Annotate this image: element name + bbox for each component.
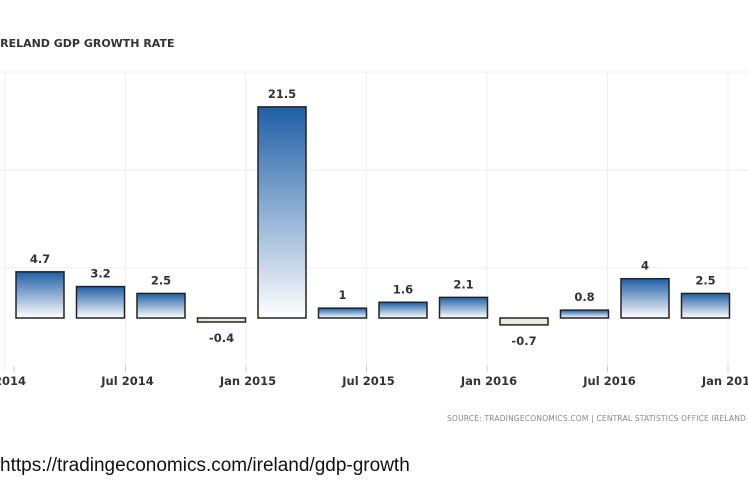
value-labels: 4.7 3.2 2.5 -0.4 21.5 1 1.6 2.1 -0.7 0.8 4 2.5 bbox=[30, 87, 716, 348]
bar bbox=[378, 301, 428, 319]
value-label: 1.6 bbox=[393, 282, 413, 296]
bar bbox=[15, 271, 65, 319]
value-label: 0.8 bbox=[574, 290, 594, 304]
x-tick-label: Jul 2015 bbox=[341, 374, 394, 388]
bar bbox=[317, 307, 368, 319]
gridlines bbox=[0, 71, 748, 372]
bar bbox=[136, 292, 186, 319]
bar bbox=[438, 296, 489, 319]
bar bbox=[257, 106, 307, 319]
bar bbox=[620, 277, 670, 319]
gdp-growth-chart: IRELAND GDP GROWTH RATE 4.7 3.2 2.5 -0.4 21.… bbox=[0, 37, 748, 423]
bar bbox=[499, 317, 549, 326]
bar bbox=[559, 309, 610, 319]
source-note: SOURCE: TRADINGECONOMICS.COM | CENTRAL S… bbox=[447, 414, 746, 423]
value-label: 4 bbox=[641, 259, 649, 273]
source-url[interactable]: https://tradingeconomics.com/ireland/gdp… bbox=[0, 455, 410, 476]
value-label: -0.4 bbox=[209, 331, 234, 345]
bar bbox=[75, 285, 126, 319]
value-label: 1 bbox=[338, 288, 346, 302]
x-tick-label: Jan 2016 bbox=[460, 374, 517, 388]
x-tick-label: Jul 2014 bbox=[100, 374, 153, 388]
value-label: 4.7 bbox=[30, 252, 50, 266]
x-tick-label: 2014 bbox=[0, 374, 26, 388]
value-label: 3.2 bbox=[90, 267, 110, 281]
value-label: 2.5 bbox=[695, 273, 715, 287]
value-label: 2.5 bbox=[151, 273, 171, 287]
value-label: -0.7 bbox=[511, 334, 536, 348]
chart-title: IRELAND GDP GROWTH RATE bbox=[0, 37, 175, 50]
x-tick-label: Jul 2016 bbox=[582, 374, 635, 388]
x-tick-label: Jan 2015 bbox=[219, 374, 276, 388]
x-axis-ticks: 2014 Jul 2014 Jan 2015 Jul 2015 Jan 2016 Jul … bbox=[0, 366, 748, 388]
value-label: 21.5 bbox=[268, 87, 296, 101]
x-tick-label: Jan 2017 bbox=[701, 374, 748, 388]
bar bbox=[680, 292, 731, 319]
value-label: 2.1 bbox=[453, 277, 473, 291]
bar bbox=[196, 317, 247, 323]
bars bbox=[15, 106, 731, 326]
